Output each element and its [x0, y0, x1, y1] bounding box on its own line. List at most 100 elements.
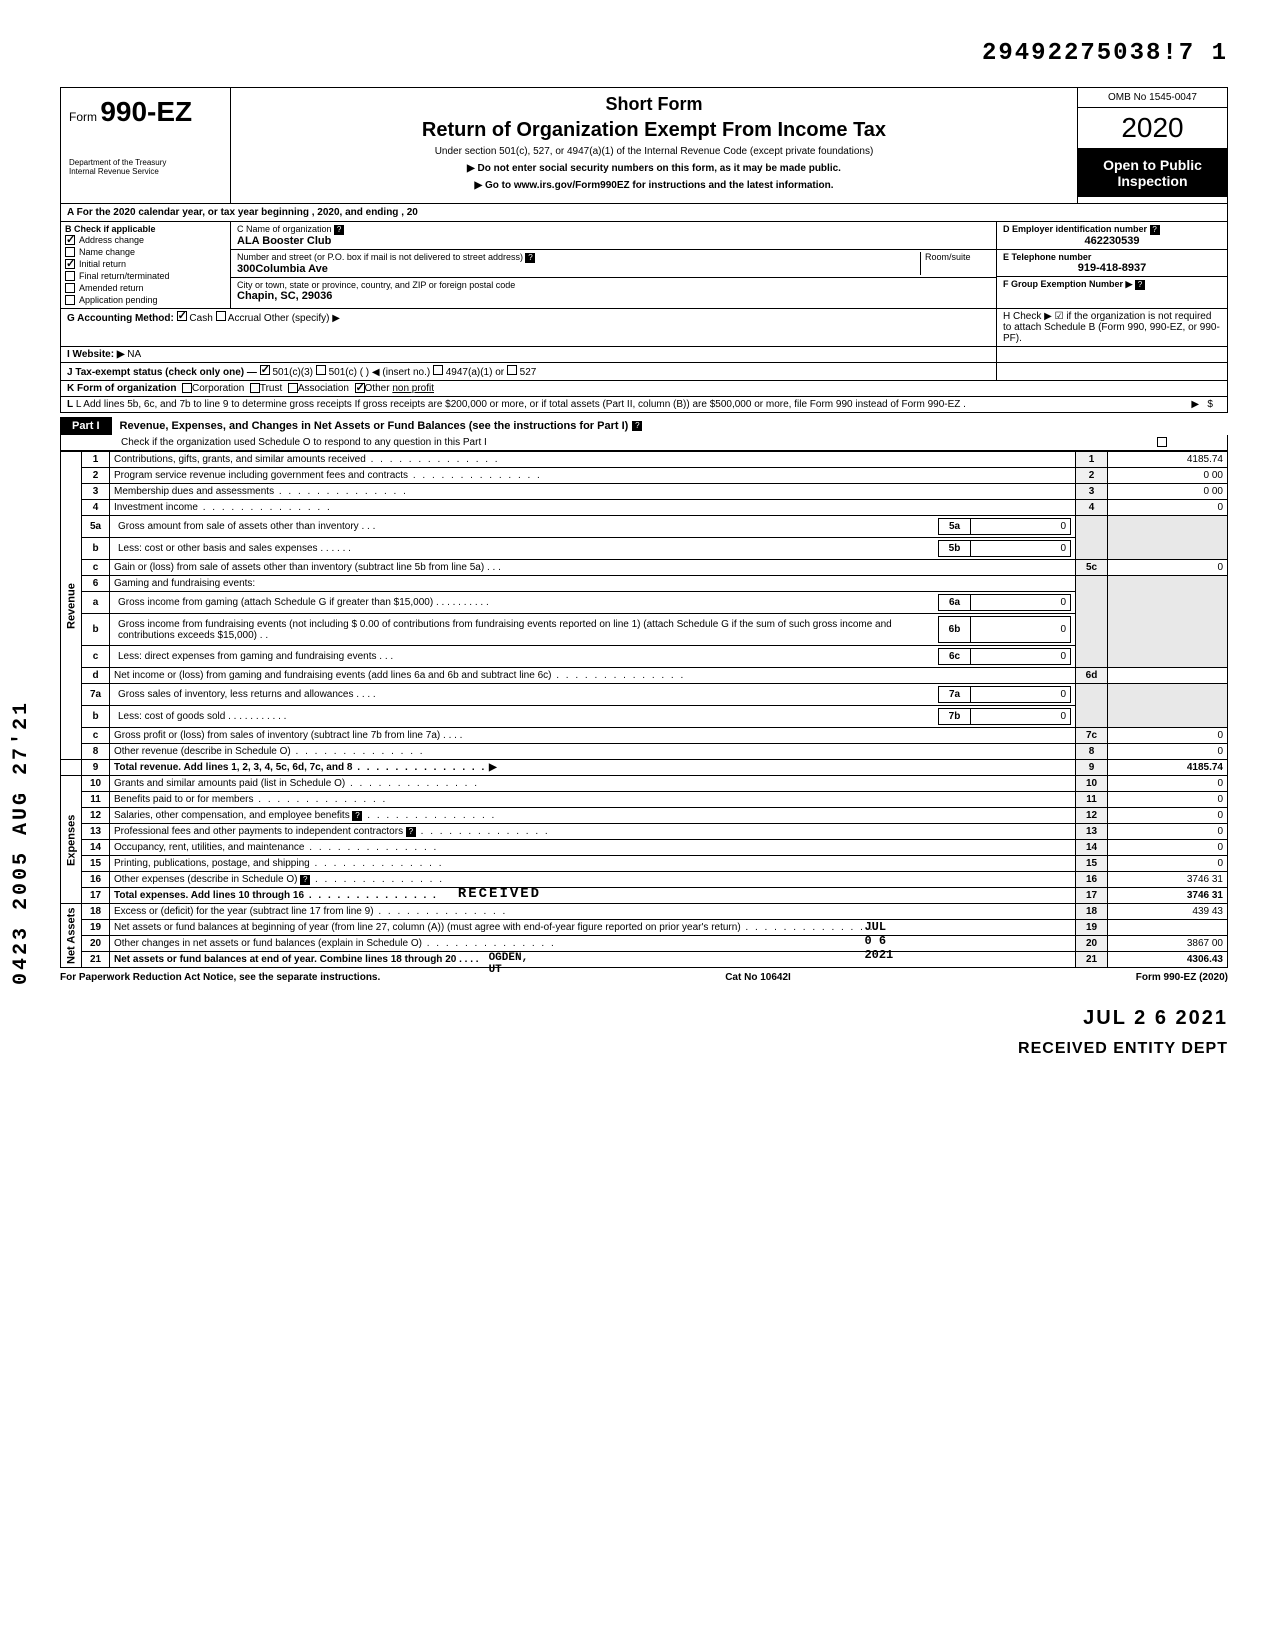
line-7a-sub: 0 — [971, 687, 1071, 703]
footer-right: Form 990-EZ (2020) — [1136, 972, 1228, 983]
check-label-final: Final return/terminated — [79, 271, 170, 281]
org-city: Chapin, SC, 29036 — [237, 290, 332, 302]
org-name: ALA Booster Club — [237, 235, 331, 247]
check-cash[interactable] — [177, 311, 187, 321]
line-20-amt: 3867 00 — [1108, 936, 1228, 952]
k-corp: Corporation — [192, 383, 244, 394]
check-label-pending: Application pending — [79, 295, 158, 305]
line-6b-sub: 0 — [971, 617, 1071, 643]
k-trust: Trust — [260, 383, 282, 394]
line-5b-sub: 0 — [971, 541, 1071, 557]
check-other-org[interactable] — [355, 383, 365, 393]
check-501c3[interactable] — [260, 365, 270, 375]
line-10-desc: Grants and similar amounts paid (list in… — [114, 778, 345, 789]
help-icon[interactable]: ? — [334, 225, 344, 235]
line-6b-desc: Gross income from fundraising events (no… — [118, 619, 892, 641]
check-label-initial: Initial return — [79, 259, 126, 269]
line-10-amt: 0 — [1108, 776, 1228, 792]
help-icon[interactable]: ? — [1150, 225, 1160, 235]
row-a-calendar: A For the 2020 calendar year, or tax yea… — [61, 204, 1227, 222]
i-label: I Website: ▶ — [67, 349, 125, 360]
line-6a-desc: Gross income from gaming (attach Schedul… — [118, 597, 433, 608]
j-501c: 501(c) ( ) ◀ (insert no.) — [329, 367, 431, 378]
k-label: K Form of organization — [67, 383, 176, 394]
omb-number: OMB No 1545-0047 — [1078, 88, 1227, 108]
help-icon[interactable]: ? — [1135, 280, 1145, 290]
line-5a-sub: 0 — [971, 519, 1071, 535]
expenses-vertical-label: Expenses — [61, 776, 82, 904]
k-other-val: non profit — [392, 383, 434, 394]
form-header: Form 990-EZ Department of the Treasury I… — [60, 87, 1228, 204]
line-1-desc: Contributions, gifts, grants, and simila… — [114, 454, 366, 465]
help-icon[interactable]: ? — [352, 811, 362, 821]
line-8-desc: Other revenue (describe in Schedule O) — [114, 746, 291, 757]
accrual-label: Accrual — [228, 313, 261, 324]
ssn-warning: ▶ Do not enter social security numbers o… — [237, 163, 1071, 174]
d-label: D Employer identification number — [1003, 224, 1147, 234]
help-icon[interactable]: ? — [525, 253, 535, 263]
check-4947[interactable] — [433, 365, 443, 375]
tracking-number: 29492275038!7 1 — [60, 40, 1228, 67]
check-527[interactable] — [507, 365, 517, 375]
check-label-address: Address change — [79, 235, 144, 245]
dept-text: Department of the Treasury Internal Reve… — [69, 158, 222, 176]
line-8-amt: 0 — [1108, 744, 1228, 760]
line-6d-amt — [1108, 668, 1228, 684]
line-19-desc: Net assets or fund balances at beginning… — [114, 922, 741, 933]
check-trust[interactable] — [250, 383, 260, 393]
l-instruction: L L Add lines 5b, 6c, and 7b to line 9 t… — [67, 399, 1101, 410]
line-17-desc: Total expenses. Add lines 10 through 16 — [114, 890, 304, 901]
f-label: F Group Exemption Number ▶ — [1003, 279, 1132, 289]
received-stamp: RECEIVED — [458, 886, 541, 902]
netassets-vertical-label: Net Assets — [61, 904, 82, 968]
ogden-stamp: OGDEN, UT — [489, 952, 529, 976]
j-501c3: 501(c)(3) — [272, 367, 313, 378]
phone-value: 919-418-8937 — [1003, 262, 1221, 274]
line-9-desc: Total revenue. Add lines 1, 2, 3, 4, 5c,… — [114, 762, 352, 773]
addr-label: Number and street (or P.O. box if mail i… — [237, 252, 523, 262]
short-form-label: Short Form — [237, 94, 1071, 115]
check-pending[interactable] — [65, 295, 75, 305]
tax-year: 2020 — [1078, 108, 1227, 149]
line-4-desc: Investment income — [114, 502, 198, 513]
line-12-desc: Salaries, other compensation, and employ… — [114, 810, 350, 821]
check-address-change[interactable] — [65, 235, 75, 245]
help-icon[interactable]: ? — [300, 875, 310, 885]
jul6-stamp: JUL 0 6 2021 — [864, 920, 893, 962]
cash-label: Cash — [189, 313, 212, 324]
check-accrual[interactable] — [216, 311, 226, 321]
line-15-desc: Printing, publications, postage, and shi… — [114, 858, 310, 869]
return-title: Return of Organization Exempt From Incom… — [237, 119, 1071, 142]
open-inspection: Open to Public Inspection — [1078, 149, 1227, 197]
check-assoc[interactable] — [288, 383, 298, 393]
ein-value: 462230539 — [1003, 235, 1221, 247]
check-label-amended: Amended return — [79, 283, 144, 293]
sub-title: Under section 501(c), 527, or 4947(a)(1)… — [237, 146, 1071, 157]
line-15-amt: 0 — [1108, 856, 1228, 872]
check-corp[interactable] — [182, 383, 192, 393]
line-2-amt: 0 00 — [1108, 468, 1228, 484]
check-schedule-o[interactable] — [1157, 437, 1167, 447]
j-4947: 4947(a)(1) or — [446, 367, 504, 378]
line-19-amt — [1108, 920, 1228, 936]
line-7c-amt: 0 — [1108, 728, 1228, 744]
line-1-amt: 4185.74 — [1108, 452, 1228, 468]
check-amended[interactable] — [65, 283, 75, 293]
part-i-header: Part I Revenue, Expenses, and Changes in… — [60, 417, 1228, 435]
other-method-label: Other (specify) ▶ — [264, 313, 340, 324]
part-title: Revenue, Expenses, and Changes in Net As… — [112, 420, 629, 432]
footer-left: For Paperwork Reduction Act Notice, see … — [60, 972, 380, 983]
help-icon[interactable]: ? — [632, 421, 642, 431]
form-number-text: 990-EZ — [100, 96, 192, 127]
line-11-amt: 0 — [1108, 792, 1228, 808]
check-name-change[interactable] — [65, 247, 75, 257]
form-number: Form 990-EZ — [69, 96, 222, 128]
margin-date-stamp: 0423 2005 AUG 27'21 — [10, 700, 33, 985]
line-7b-desc: Less: cost of goods sold — [118, 711, 225, 722]
j-527: 527 — [520, 367, 537, 378]
check-initial-return[interactable] — [65, 259, 75, 269]
line-6a-sub: 0 — [971, 595, 1071, 611]
check-final-return[interactable] — [65, 271, 75, 281]
help-icon[interactable]: ? — [406, 827, 416, 837]
check-501c[interactable] — [316, 365, 326, 375]
